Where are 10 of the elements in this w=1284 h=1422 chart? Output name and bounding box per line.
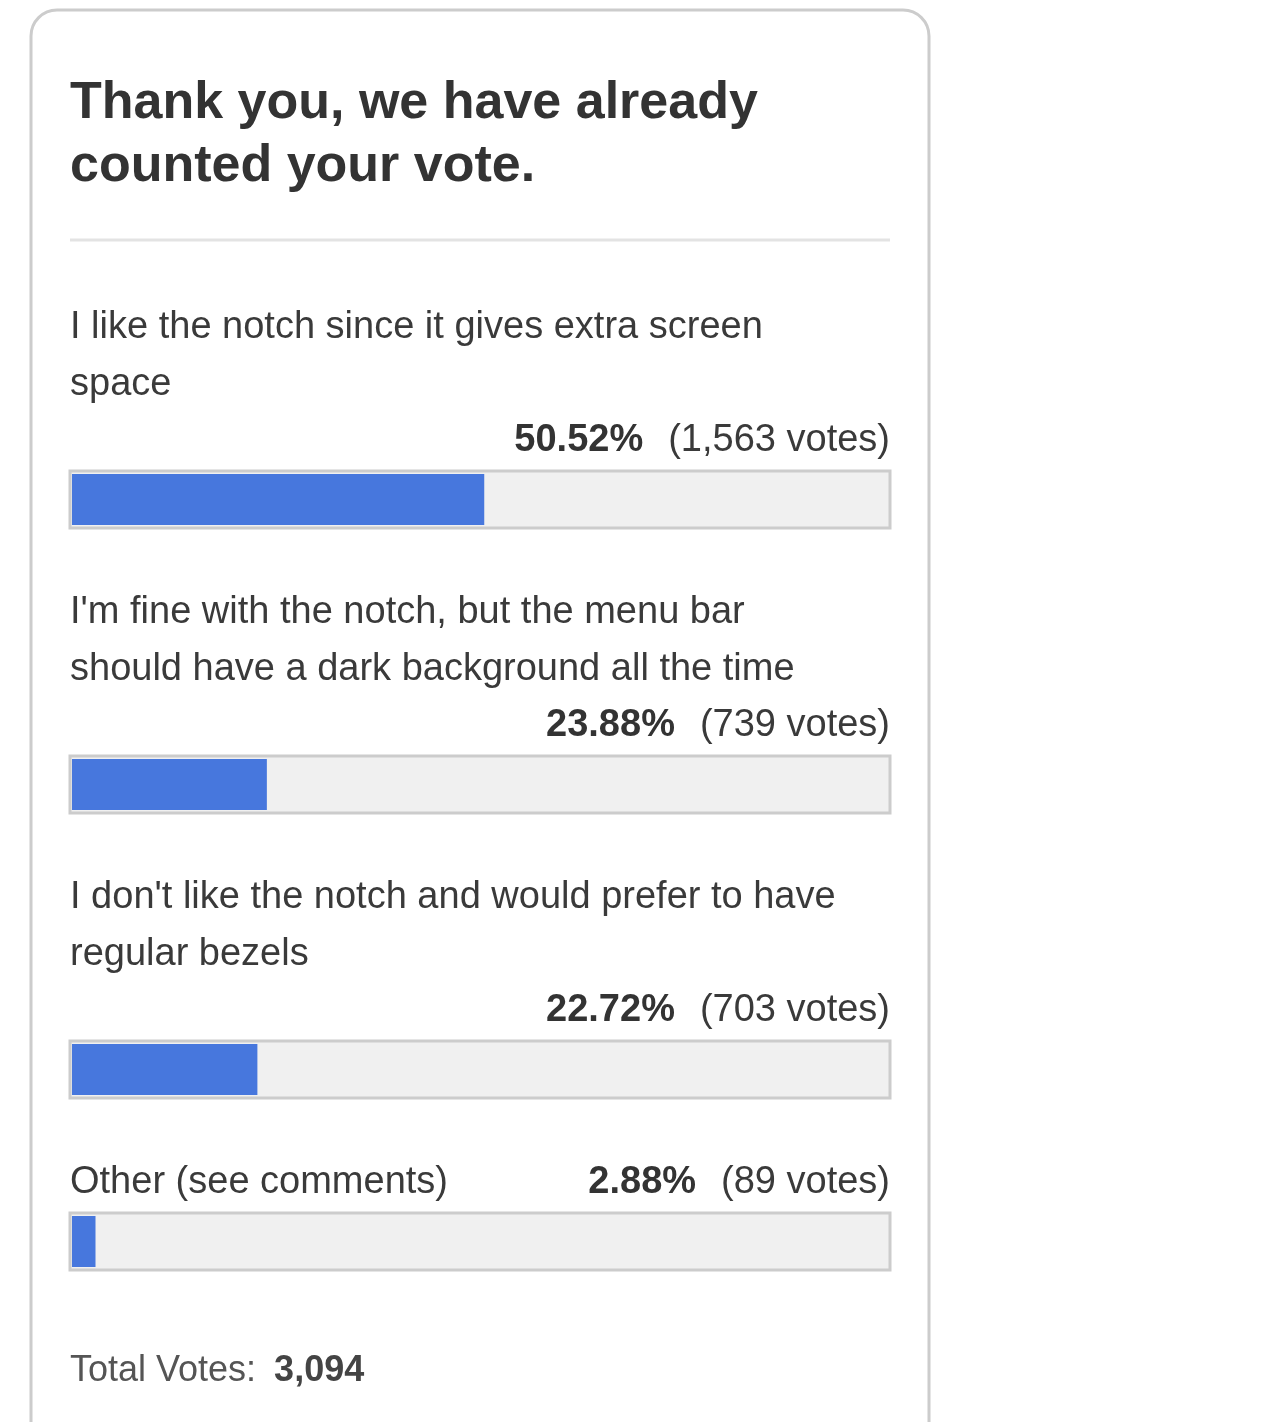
data-label: 22.72% (703 votes): [546, 987, 890, 1029]
y-tick-label: Other (see comments): [70, 1159, 448, 1201]
y-tick-label: I like the notch since it gives extra screen space: [70, 304, 763, 403]
data-label: 50.52% (1,563 votes): [514, 417, 890, 459]
data-label: 2.88% (89 votes): [588, 1159, 890, 1201]
y-tick-label: I don't like the notch and would prefer to have regular bezels: [70, 874, 836, 973]
y-tick-label: I'm fine with the notch, but the menu bar should have a dark background all the time: [70, 589, 795, 688]
data-label: 23.88% (739 votes): [546, 702, 890, 744]
chart-title: Thank you, we have already counted your vote.: [70, 71, 758, 192]
annotation: Total Votes: 3,094: [70, 1348, 365, 1389]
